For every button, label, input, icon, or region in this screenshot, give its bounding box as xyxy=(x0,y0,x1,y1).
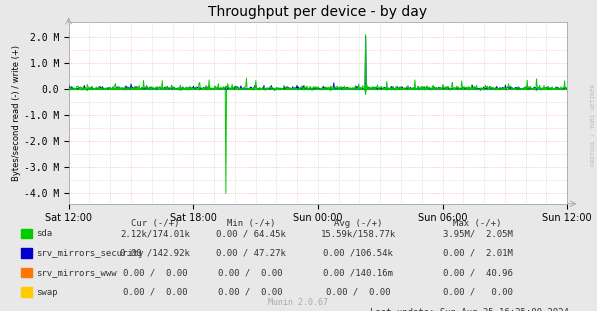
Text: Munin 2.0.67: Munin 2.0.67 xyxy=(269,298,328,307)
Text: 0.00 /142.92k: 0.00 /142.92k xyxy=(120,249,190,258)
Text: 0.00 /  0.00: 0.00 / 0.00 xyxy=(123,268,187,277)
Text: srv_mirrors_www: srv_mirrors_www xyxy=(36,268,116,277)
Text: 0.00 /  0.00: 0.00 / 0.00 xyxy=(219,268,283,277)
Text: swap: swap xyxy=(36,288,57,297)
Text: Last update: Sun Aug 25 16:25:00 2024: Last update: Sun Aug 25 16:25:00 2024 xyxy=(370,308,569,311)
Text: 2.12k/174.01k: 2.12k/174.01k xyxy=(120,229,190,238)
Y-axis label: Bytes/second read (-) / write (+): Bytes/second read (-) / write (+) xyxy=(12,45,21,181)
Text: Max (-/+): Max (-/+) xyxy=(453,219,502,228)
Text: 0.00 /  0.00: 0.00 / 0.00 xyxy=(326,288,390,297)
Text: 0.00 /   0.00: 0.00 / 0.00 xyxy=(442,288,513,297)
Text: 0.00 / 47.27k: 0.00 / 47.27k xyxy=(216,249,286,258)
Text: sda: sda xyxy=(36,229,52,238)
Text: RRDTOOL / TOBI OETIKER: RRDTOOL / TOBI OETIKER xyxy=(590,83,595,166)
Text: 0.00 / 64.45k: 0.00 / 64.45k xyxy=(216,229,286,238)
Text: 0.00 /  0.00: 0.00 / 0.00 xyxy=(219,288,283,297)
Text: Avg (-/+): Avg (-/+) xyxy=(334,219,383,228)
Text: Min (-/+): Min (-/+) xyxy=(226,219,275,228)
Text: 0.00 /  2.01M: 0.00 / 2.01M xyxy=(442,249,513,258)
Text: 0.00 /140.16m: 0.00 /140.16m xyxy=(323,268,393,277)
Text: 3.95M/  2.05M: 3.95M/ 2.05M xyxy=(442,229,513,238)
Text: 0.00 /  0.00: 0.00 / 0.00 xyxy=(123,288,187,297)
Text: srv_mirrors_security: srv_mirrors_security xyxy=(36,249,143,258)
Title: Throughput per device - by day: Throughput per device - by day xyxy=(208,5,427,19)
Text: 0.00 /106.54k: 0.00 /106.54k xyxy=(323,249,393,258)
Text: 0.00 /  40.96: 0.00 / 40.96 xyxy=(442,268,513,277)
Text: 15.59k/158.77k: 15.59k/158.77k xyxy=(321,229,396,238)
Text: Cur (-/+): Cur (-/+) xyxy=(131,219,180,228)
